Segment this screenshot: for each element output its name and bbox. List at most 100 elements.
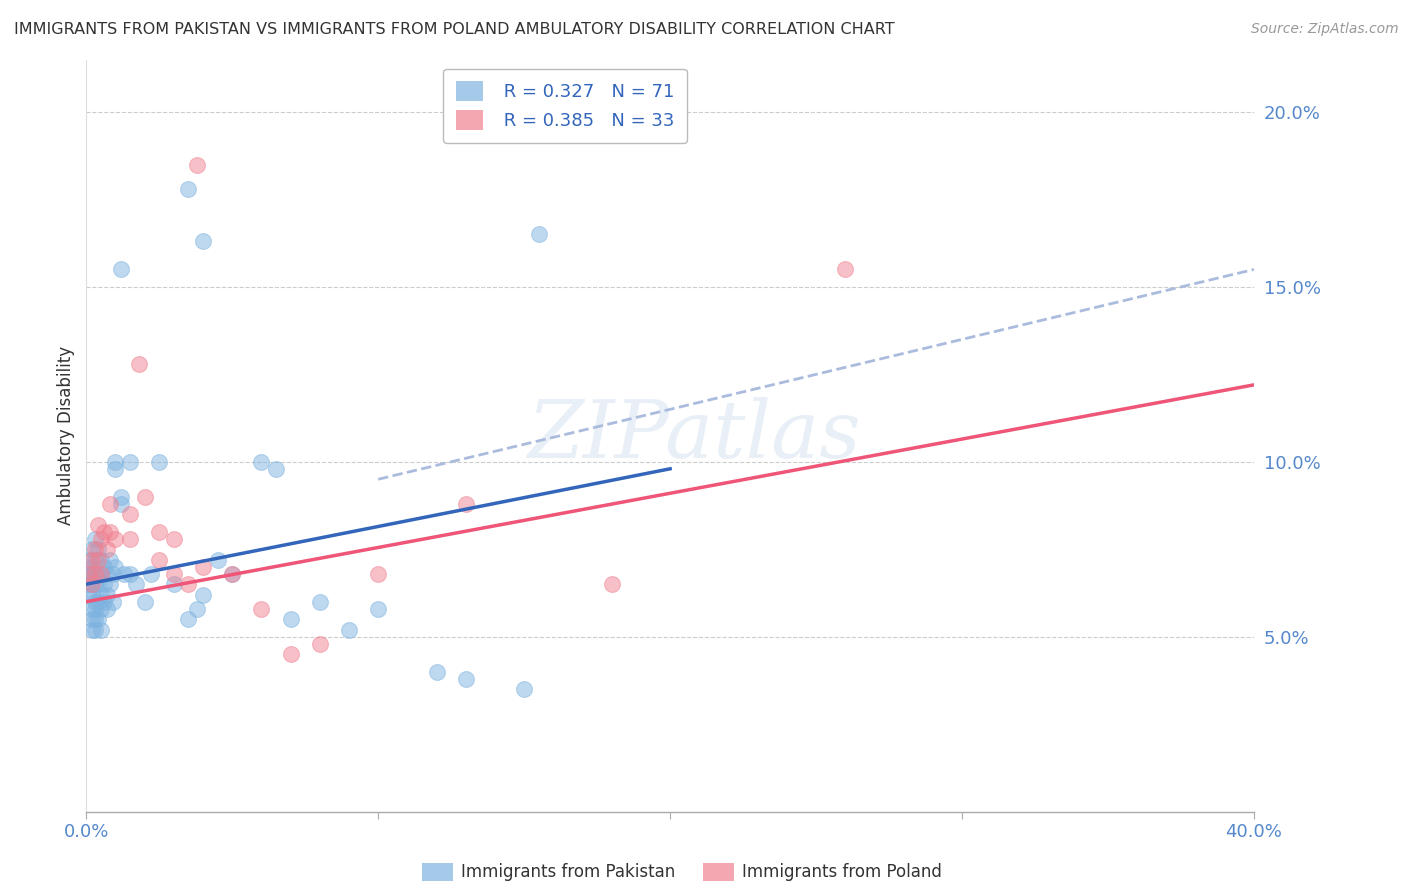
Point	[82, 542, 104, 557]
Point	[163, 532, 186, 546]
Point	[84, 552, 107, 566]
Point	[93, 595, 115, 609]
Text: Immigrants from Poland: Immigrants from Poland	[742, 863, 942, 881]
Point	[513, 682, 536, 697]
Point	[96, 542, 118, 557]
Point	[82, 588, 104, 602]
Point	[264, 462, 287, 476]
Point	[84, 595, 107, 609]
Point	[87, 577, 110, 591]
Point	[96, 588, 118, 602]
Text: ZIPatlas: ZIPatlas	[527, 397, 860, 475]
Point	[93, 559, 115, 574]
Point	[90, 601, 112, 615]
Point	[308, 637, 330, 651]
Point	[98, 524, 121, 539]
Y-axis label: Ambulatory Disability: Ambulatory Disability	[58, 346, 75, 525]
Point	[84, 577, 107, 591]
Text: Immigrants from Pakistan: Immigrants from Pakistan	[461, 863, 675, 881]
Point	[280, 647, 302, 661]
Point	[101, 566, 124, 581]
Point	[163, 577, 186, 591]
Point	[82, 566, 104, 581]
Point	[527, 227, 550, 242]
Point	[98, 577, 121, 591]
Legend:  R = 0.327   N = 71,  R = 0.385   N = 33: R = 0.327 N = 71, R = 0.385 N = 33	[443, 69, 686, 143]
Point	[426, 665, 449, 679]
Point	[337, 623, 360, 637]
Point	[191, 588, 214, 602]
Point	[120, 455, 142, 469]
Point	[110, 497, 132, 511]
Point	[110, 262, 132, 277]
Point	[177, 577, 200, 591]
Point	[134, 595, 156, 609]
Point	[250, 455, 273, 469]
Point	[308, 595, 330, 609]
Point	[148, 455, 170, 469]
Point	[90, 588, 112, 602]
Point	[87, 517, 110, 532]
Point	[84, 623, 107, 637]
Point	[148, 552, 170, 566]
Point	[191, 235, 214, 249]
Point	[177, 182, 200, 196]
Point	[87, 552, 110, 566]
Point	[104, 532, 127, 546]
Point	[90, 532, 112, 546]
Point	[98, 552, 121, 566]
Point	[191, 559, 214, 574]
Point	[280, 612, 302, 626]
Point	[84, 601, 107, 615]
Point	[77, 566, 100, 581]
Point	[139, 566, 162, 581]
Point	[104, 559, 127, 574]
Point	[367, 601, 389, 615]
Point	[90, 552, 112, 566]
Point	[128, 357, 150, 371]
Point	[77, 552, 100, 566]
Point	[82, 559, 104, 574]
Point	[84, 532, 107, 546]
Point	[82, 623, 104, 637]
Point	[120, 532, 142, 546]
Point	[82, 601, 104, 615]
Point	[87, 566, 110, 581]
Point	[87, 595, 110, 609]
Point	[77, 577, 100, 591]
Point	[221, 566, 243, 581]
Point	[93, 577, 115, 591]
Point	[90, 566, 112, 581]
Point	[82, 577, 104, 591]
Point	[82, 612, 104, 626]
Point	[454, 497, 477, 511]
Point	[84, 612, 107, 626]
Point	[112, 566, 135, 581]
Point	[84, 566, 107, 581]
Point	[96, 601, 118, 615]
Text: IMMIGRANTS FROM PAKISTAN VS IMMIGRANTS FROM POLAND AMBULATORY DISABILITY CORRELA: IMMIGRANTS FROM PAKISTAN VS IMMIGRANTS F…	[14, 22, 894, 37]
Point	[367, 566, 389, 581]
Point	[93, 524, 115, 539]
Point	[120, 508, 142, 522]
Point	[207, 552, 229, 566]
Point	[110, 490, 132, 504]
Point	[104, 462, 127, 476]
Point	[90, 623, 112, 637]
Point	[98, 497, 121, 511]
Point	[87, 612, 110, 626]
Point	[250, 601, 273, 615]
Point	[120, 566, 142, 581]
Point	[125, 577, 148, 591]
Point	[82, 552, 104, 566]
Point	[96, 566, 118, 581]
Point	[148, 524, 170, 539]
Text: Source: ZipAtlas.com: Source: ZipAtlas.com	[1251, 22, 1399, 37]
Point	[84, 542, 107, 557]
Point	[82, 577, 104, 591]
Point	[600, 577, 623, 591]
Point	[186, 601, 208, 615]
Point	[134, 490, 156, 504]
Point	[454, 672, 477, 686]
Point	[177, 612, 200, 626]
